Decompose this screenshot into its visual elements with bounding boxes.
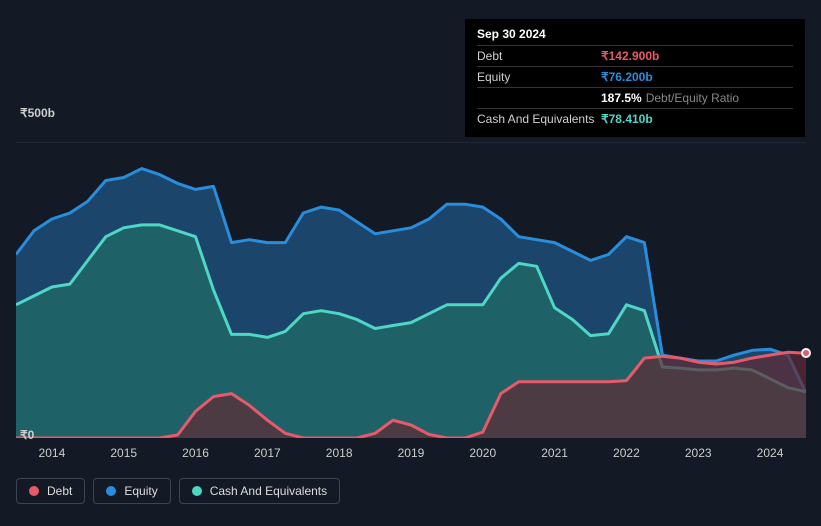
tooltip-row: 187.5% Debt/Equity Ratio xyxy=(477,87,793,108)
x-tick: 2023 xyxy=(662,446,734,460)
x-tick: 2024 xyxy=(734,446,806,460)
legend-swatch xyxy=(106,486,116,496)
legend-label: Equity xyxy=(124,484,157,498)
legend: Debt Equity Cash And Equivalents xyxy=(16,478,806,504)
legend-swatch xyxy=(29,486,39,496)
legend-swatch xyxy=(192,486,202,496)
tooltip-row: Equity₹76.200b xyxy=(477,66,793,87)
tooltip-date: Sep 30 2024 xyxy=(477,27,793,45)
legend-item-cash-and-equivalents[interactable]: Cash And Equivalents xyxy=(179,478,340,504)
tooltip-row: Debt₹142.900b xyxy=(477,45,793,66)
legend-label: Debt xyxy=(47,484,72,498)
x-tick: 2015 xyxy=(88,446,160,460)
tooltip-row-value: ₹142.900b xyxy=(601,49,659,63)
x-tick: 2021 xyxy=(519,446,591,460)
legend-item-debt[interactable]: Debt xyxy=(16,478,85,504)
x-tick: 2020 xyxy=(447,446,519,460)
chart-container: ₹500b ₹0 2014201520162017201820192020202… xyxy=(16,120,806,504)
x-axis: 2014201520162017201820192020202120222023… xyxy=(16,446,806,460)
legend-item-equity[interactable]: Equity xyxy=(93,478,170,504)
x-tick: 2016 xyxy=(160,446,232,460)
chart-plot-area[interactable] xyxy=(16,142,806,438)
x-tick: 2019 xyxy=(375,446,447,460)
y-tick-max: ₹500b xyxy=(20,106,55,120)
hover-marker xyxy=(801,348,811,358)
x-tick: 2017 xyxy=(231,446,303,460)
tooltip-row-value: ₹76.200b xyxy=(601,70,653,84)
tooltip-row-label xyxy=(477,91,601,105)
tooltip-row-value: 187.5% xyxy=(601,91,642,105)
tooltip-row-label: Equity xyxy=(477,70,601,84)
x-tick: 2014 xyxy=(16,446,88,460)
legend-label: Cash And Equivalents xyxy=(210,484,327,498)
y-tick-min: ₹0 xyxy=(20,428,34,442)
x-tick: 2018 xyxy=(303,446,375,460)
x-tick: 2022 xyxy=(591,446,663,460)
tooltip-row-extra: Debt/Equity Ratio xyxy=(646,91,739,105)
tooltip-row-label: Debt xyxy=(477,49,601,63)
